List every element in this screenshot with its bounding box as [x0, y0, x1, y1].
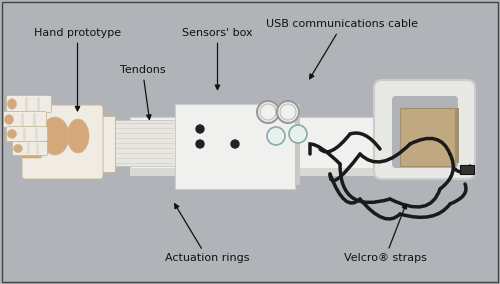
Bar — [36, 143, 40, 154]
FancyBboxPatch shape — [22, 105, 103, 179]
Bar — [130, 117, 430, 169]
Circle shape — [257, 101, 279, 123]
Text: Tendons: Tendons — [120, 64, 166, 119]
Ellipse shape — [25, 115, 41, 127]
Text: USB communications cable: USB communications cable — [266, 19, 418, 79]
Ellipse shape — [14, 144, 22, 153]
FancyBboxPatch shape — [12, 141, 48, 156]
FancyBboxPatch shape — [6, 126, 48, 141]
Bar — [27, 143, 30, 154]
FancyBboxPatch shape — [392, 96, 458, 168]
Bar — [295, 104, 300, 185]
Bar — [60, 116, 115, 172]
Circle shape — [231, 140, 239, 148]
Ellipse shape — [8, 130, 16, 139]
FancyBboxPatch shape — [4, 112, 46, 128]
Bar — [25, 97, 28, 111]
Bar — [23, 128, 26, 140]
Circle shape — [277, 101, 299, 123]
Bar — [130, 168, 430, 176]
FancyBboxPatch shape — [6, 95, 52, 112]
Bar — [460, 165, 474, 174]
Ellipse shape — [8, 99, 16, 109]
Bar — [108, 120, 175, 166]
Ellipse shape — [4, 115, 14, 124]
Circle shape — [196, 125, 204, 133]
Bar — [34, 128, 37, 140]
Circle shape — [196, 140, 204, 148]
Bar — [400, 108, 455, 166]
FancyBboxPatch shape — [374, 80, 475, 179]
Circle shape — [267, 127, 285, 145]
Bar — [175, 104, 295, 189]
Text: Sensors' box: Sensors' box — [182, 28, 253, 89]
Circle shape — [289, 125, 307, 143]
FancyBboxPatch shape — [20, 119, 42, 158]
Ellipse shape — [41, 117, 69, 155]
Text: Actuation rings: Actuation rings — [165, 204, 250, 264]
Text: Hand prototype: Hand prototype — [34, 28, 121, 111]
Bar — [455, 108, 459, 163]
Bar — [21, 113, 24, 126]
Bar — [38, 97, 40, 111]
Text: Velcro® straps: Velcro® straps — [344, 204, 426, 264]
Ellipse shape — [67, 119, 89, 153]
Bar — [33, 113, 36, 126]
